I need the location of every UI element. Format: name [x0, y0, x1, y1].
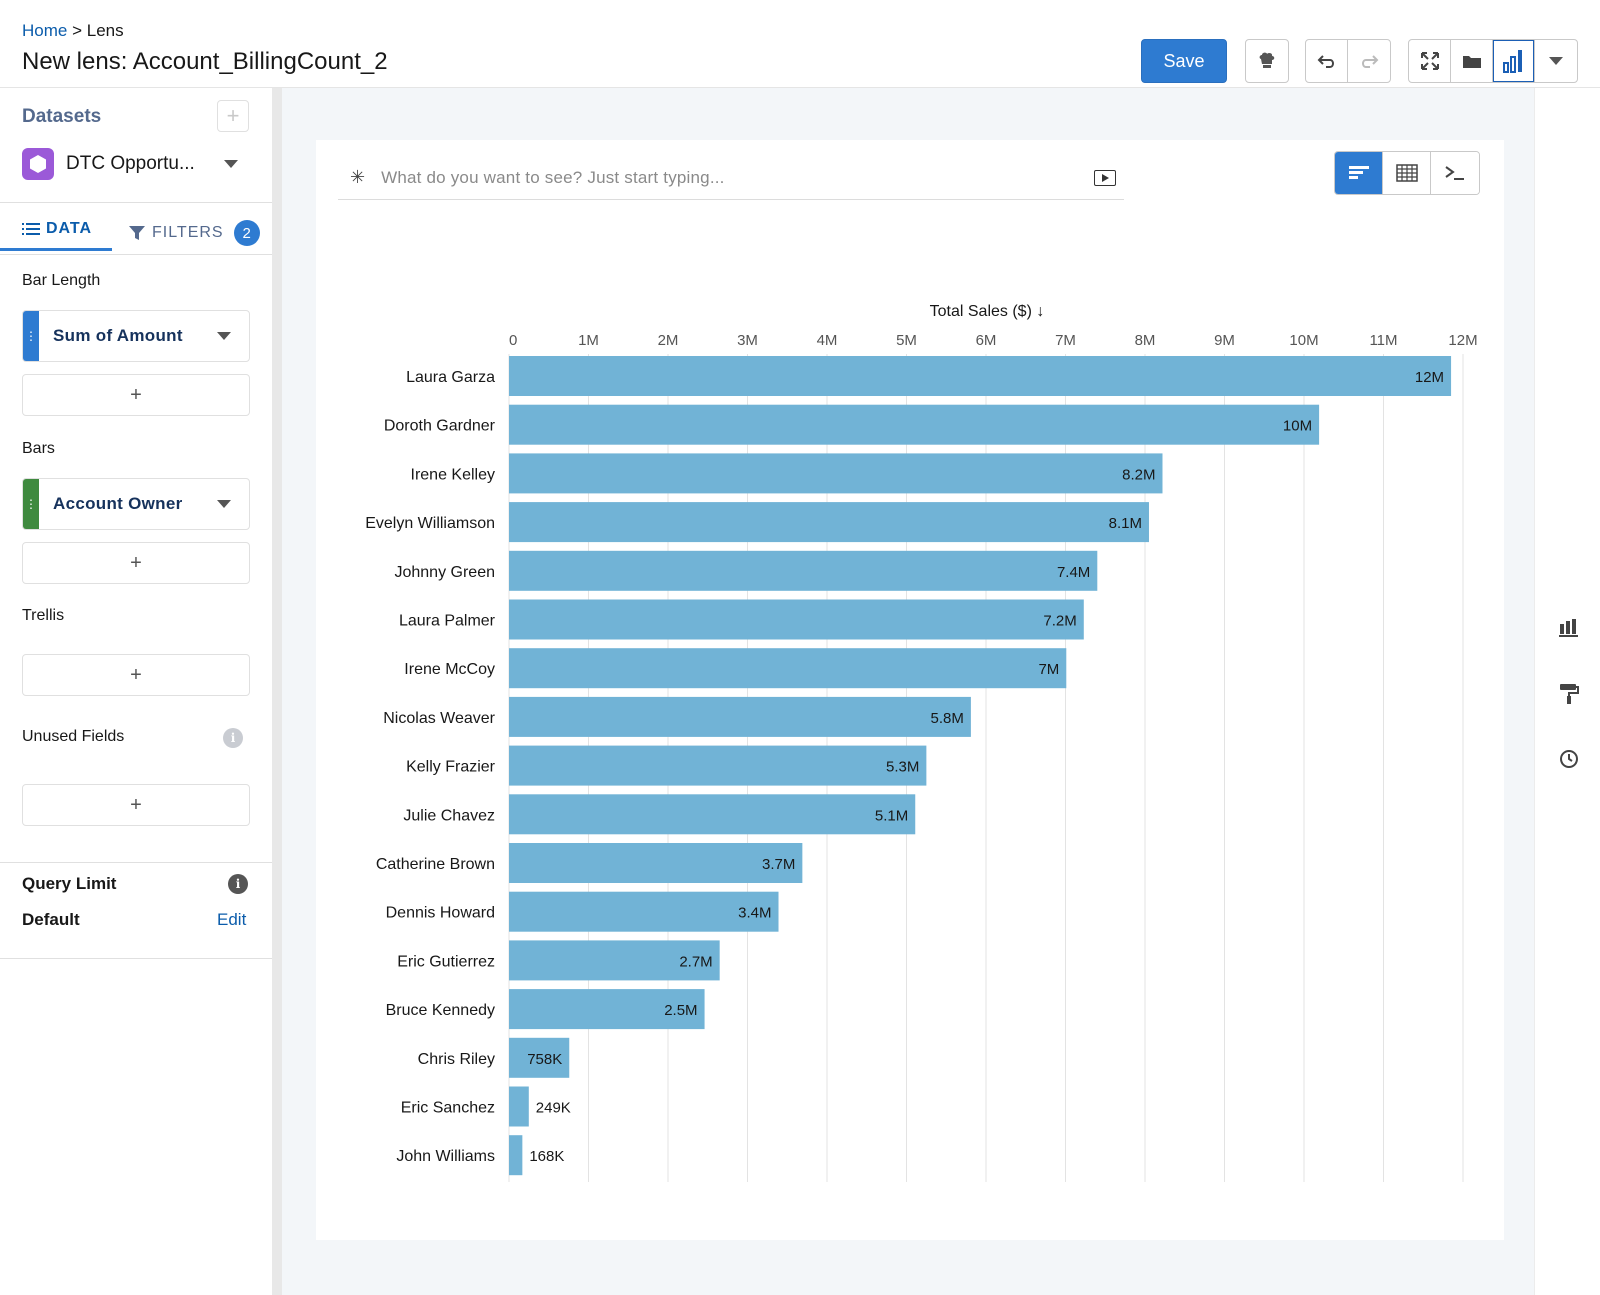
- tab-data[interactable]: DATA: [22, 220, 92, 238]
- bar-length-field-pill[interactable]: ⋮ Sum of Amount: [22, 310, 250, 362]
- bar-chart-icon: [1502, 50, 1522, 73]
- active-tab-indicator: [0, 248, 112, 251]
- bar-length-label: Bar Length: [22, 272, 101, 289]
- dataset-selector[interactable]: DTC Opportu...: [22, 148, 252, 180]
- bar-length-field-label: Sum of Amount: [53, 326, 183, 345]
- sidebar-tabs: DATA FILTERS 2: [0, 210, 272, 251]
- horizontal-bar-icon: [1348, 166, 1369, 179]
- add-dataset-button[interactable]: +: [217, 100, 249, 132]
- folder-icon: [1462, 56, 1481, 68]
- run-query-icon[interactable]: [1094, 169, 1116, 186]
- redo-button[interactable]: [1348, 40, 1390, 82]
- list-icon: [22, 223, 40, 235]
- dataset-icon: [22, 148, 54, 180]
- chevron-down-icon: [224, 160, 238, 168]
- query-limit-edit-link[interactable]: Edit: [217, 910, 247, 929]
- chart-card: ✳ What do you want to see? Just start ty…: [316, 140, 1504, 1240]
- query-bar[interactable]: ✳ What do you want to see? Just start ty…: [338, 156, 1124, 200]
- divider: [0, 958, 272, 959]
- paint-roller-icon[interactable]: [1558, 682, 1580, 706]
- sparkle-icon: ✳: [350, 167, 366, 187]
- recipe-button[interactable]: [1245, 39, 1289, 83]
- undo-redo-group: [1305, 39, 1391, 83]
- plus-icon: +: [130, 663, 142, 686]
- add-trellis-button[interactable]: +: [22, 654, 250, 696]
- datasets-title: Datasets: [22, 106, 102, 127]
- plus-icon: +: [130, 383, 142, 406]
- breadcrumb-separator: >: [72, 21, 83, 40]
- divider: [0, 254, 272, 255]
- view-actions-group: [1408, 39, 1578, 83]
- divider: [0, 862, 272, 863]
- chevron-down-icon: [1549, 57, 1563, 65]
- app-header: Home > Lens New lens: Account_BillingCou…: [0, 0, 1600, 88]
- query-input[interactable]: What do you want to see? Just start typi…: [381, 167, 725, 187]
- add-bar-length-button[interactable]: +: [22, 374, 250, 416]
- divider: [0, 202, 272, 203]
- save-button[interactable]: Save: [1141, 39, 1227, 83]
- dataset-name: DTC Opportu...: [66, 153, 195, 174]
- saql-view-button[interactable]: [1431, 152, 1479, 194]
- drag-handle-icon[interactable]: ⋮: [23, 311, 39, 361]
- breadcrumb-home-link[interactable]: Home: [22, 21, 68, 40]
- fullscreen-button[interactable]: [1409, 40, 1451, 82]
- trellis-label: Trellis: [22, 607, 65, 624]
- chevron-down-icon[interactable]: [217, 500, 231, 508]
- query-limit-label: Query Limit: [22, 874, 117, 893]
- redo-icon: [1362, 55, 1379, 68]
- plus-icon: +: [226, 103, 240, 128]
- breadcrumb-current: Lens: [86, 21, 124, 40]
- undo-icon: [1317, 55, 1334, 68]
- page-title: New lens: Account_BillingCount_2: [22, 48, 388, 75]
- sidebar-scrollbar[interactable]: [272, 88, 282, 1295]
- filters-count-badge: 2: [233, 220, 260, 246]
- info-icon[interactable]: i: [228, 874, 248, 894]
- bars-label: Bars: [22, 440, 55, 457]
- terminal-icon: [1445, 166, 1464, 180]
- tab-filters-label: FILTERS: [152, 224, 224, 241]
- plus-icon: +: [130, 551, 142, 574]
- tab-data-label: DATA: [46, 220, 93, 237]
- filter-icon: [129, 226, 145, 240]
- add-bars-button[interactable]: +: [22, 542, 250, 584]
- add-unused-field-button[interactable]: +: [22, 784, 250, 826]
- bars-field-label: Account Owner: [53, 494, 183, 513]
- history-clock-icon[interactable]: [1558, 748, 1580, 770]
- chart-type-button[interactable]: [1493, 40, 1535, 82]
- breadcrumb: Home > Lens: [22, 21, 124, 41]
- chevron-down-icon[interactable]: [217, 332, 231, 340]
- tab-filters[interactable]: FILTERS 2: [128, 220, 260, 246]
- open-folder-button[interactable]: [1451, 40, 1493, 82]
- table-icon: [1395, 164, 1418, 182]
- expand-icon: [1420, 52, 1439, 70]
- unused-fields-label: Unused Fields: [22, 728, 125, 745]
- chart-properties-icon[interactable]: [1558, 618, 1580, 638]
- more-actions-button[interactable]: [1535, 40, 1577, 82]
- table-view-button[interactable]: [1383, 152, 1431, 194]
- right-rail: [1534, 88, 1600, 1295]
- undo-button[interactable]: [1306, 40, 1348, 82]
- info-icon[interactable]: i: [223, 728, 243, 748]
- bars-field-pill[interactable]: ⋮ Account Owner: [22, 478, 250, 530]
- view-mode-group: [1334, 151, 1480, 195]
- sidebar: Datasets + DTC Opportu... DATA FILTERS 2: [0, 88, 272, 1295]
- query-limit-value: Default: [22, 910, 80, 929]
- drag-handle-icon[interactable]: ⋮: [23, 479, 39, 529]
- chart-view-button[interactable]: [1335, 152, 1383, 194]
- chef-hat-icon: [1259, 52, 1275, 68]
- plus-icon: +: [130, 793, 142, 816]
